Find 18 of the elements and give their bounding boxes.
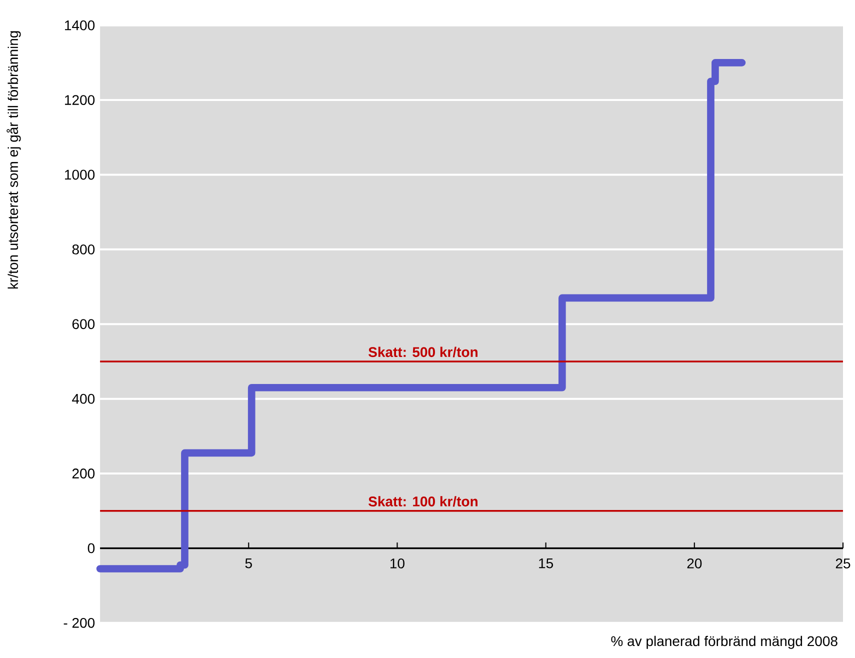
y-tick-label: 600 <box>72 319 95 330</box>
y-tick-label: 200 <box>72 468 95 479</box>
x-tick-label: 10 <box>390 558 404 569</box>
x-tick-label: 25 <box>836 558 850 569</box>
x-tick-label: 15 <box>539 558 554 568</box>
x-tick-label: 20 <box>687 558 702 569</box>
y-tick-label: 400 <box>72 394 95 404</box>
ref-line-label: Skatt: 100 kr/ton <box>368 496 478 507</box>
y-axis-title: kr/ton utsorterat som ej går till förbränning <box>6 31 21 289</box>
y-tick-label: 1400 <box>65 20 95 31</box>
x-axis-title: % av planerad förbränd mängd 2008 <box>611 636 838 650</box>
y-tick-label: 1000 <box>65 170 95 180</box>
x-tick-label: 5 <box>245 558 252 568</box>
y-tick-label: - 200 <box>64 618 95 628</box>
ref-line-label: Skatt: 500 kr/ton <box>368 346 478 358</box>
y-tick-label: 800 <box>72 244 95 255</box>
y-tick-label: 1200 <box>65 95 95 106</box>
y-tick-label: 0 <box>88 543 95 554</box>
